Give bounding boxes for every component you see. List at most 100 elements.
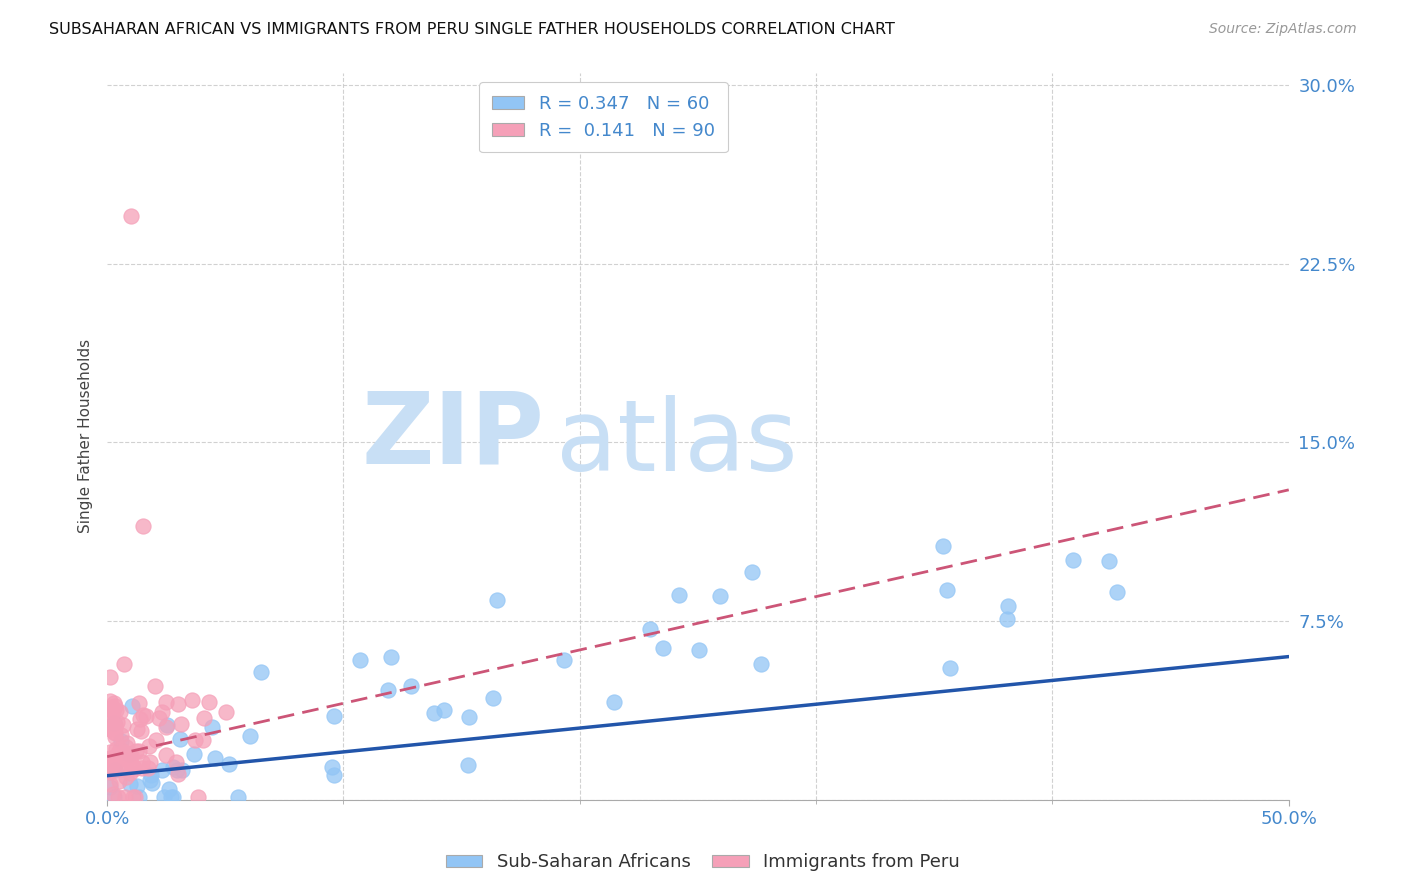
Point (104, 763, 127, 777)
Point (458, 710, 481, 724)
Point (117, 753, 139, 767)
Point (184, 732, 207, 747)
Point (553, 653, 575, 667)
Point (187, 790, 209, 805)
Point (98, 763, 121, 777)
Point (218, 757, 240, 772)
Point (457, 757, 479, 772)
Point (98, 780, 121, 795)
Point (121, 759, 143, 773)
Point (321, 760, 343, 774)
Point (1062, 553, 1084, 567)
Point (98, 765, 121, 780)
Point (166, 763, 188, 777)
Point (191, 732, 214, 747)
Point (155, 695, 177, 709)
Point (98, 720, 121, 734)
Point (112, 657, 135, 672)
Point (129, 712, 152, 726)
Point (323, 768, 346, 782)
Point (155, 747, 177, 762)
Point (250, 665, 273, 679)
Point (939, 661, 962, 675)
Point (121, 699, 143, 714)
Point (640, 622, 662, 636)
Point (128, 744, 150, 758)
Text: SUBSAHARAN AFRICAN VS IMMIGRANTS FROM PERU SINGLE FATHER HOUSEHOLDS CORRELATION : SUBSAHARAN AFRICAN VS IMMIGRANTS FROM PE… (49, 22, 896, 37)
Point (995, 612, 1018, 626)
Point (125, 779, 148, 793)
Point (100, 756, 122, 771)
Point (101, 787, 124, 801)
Point (100, 706, 122, 721)
Point (107, 746, 129, 760)
Point (349, 653, 371, 667)
Point (652, 640, 675, 655)
Point (120, 766, 142, 780)
Legend: Sub-Saharan Africans, Immigrants from Peru: Sub-Saharan Africans, Immigrants from Pe… (439, 847, 967, 879)
Point (136, 761, 159, 775)
Point (104, 730, 127, 744)
Point (128, 696, 150, 710)
Point (108, 773, 131, 788)
Point (160, 790, 183, 805)
Point (183, 747, 205, 761)
Point (115, 739, 138, 754)
Point (98, 756, 121, 771)
Point (118, 747, 141, 761)
Point (98, 760, 121, 774)
Point (215, 705, 238, 719)
Point (131, 518, 153, 533)
Point (145, 733, 167, 747)
Point (162, 790, 184, 805)
Point (193, 711, 215, 725)
Point (101, 704, 124, 718)
Point (103, 719, 125, 733)
Point (105, 742, 128, 756)
Point (377, 683, 399, 698)
Point (124, 790, 146, 805)
Point (380, 649, 402, 664)
Point (131, 761, 153, 775)
Point (104, 726, 127, 740)
Point (172, 763, 194, 777)
Point (141, 776, 163, 790)
Point (110, 742, 132, 756)
Point (153, 790, 176, 805)
Point (156, 718, 179, 732)
Point (170, 717, 193, 731)
Point (602, 696, 624, 710)
Point (108, 705, 131, 719)
Point (936, 582, 959, 597)
Point (127, 722, 149, 736)
Point (108, 747, 131, 761)
Point (107, 790, 129, 805)
Point (98, 777, 121, 791)
Point (423, 706, 446, 720)
Point (135, 709, 157, 723)
Point (100, 752, 122, 766)
Point (482, 691, 505, 706)
Point (118, 747, 141, 762)
Point (169, 732, 191, 747)
Point (668, 588, 690, 602)
Point (103, 716, 125, 731)
Point (115, 735, 138, 749)
Point (120, 756, 142, 771)
Point (100, 700, 122, 714)
Point (110, 728, 132, 742)
Point (132, 708, 155, 723)
Point (167, 767, 190, 781)
Point (103, 724, 125, 739)
Y-axis label: Single Father Households: Single Father Households (79, 339, 93, 533)
Point (433, 703, 456, 717)
Point (104, 758, 127, 772)
Point (114, 770, 136, 784)
Point (399, 679, 422, 693)
Point (128, 790, 150, 805)
Point (122, 762, 145, 776)
Point (100, 714, 122, 729)
Text: atlas: atlas (557, 395, 797, 492)
Text: Source: ZipAtlas.com: Source: ZipAtlas.com (1209, 22, 1357, 37)
Point (138, 755, 160, 769)
